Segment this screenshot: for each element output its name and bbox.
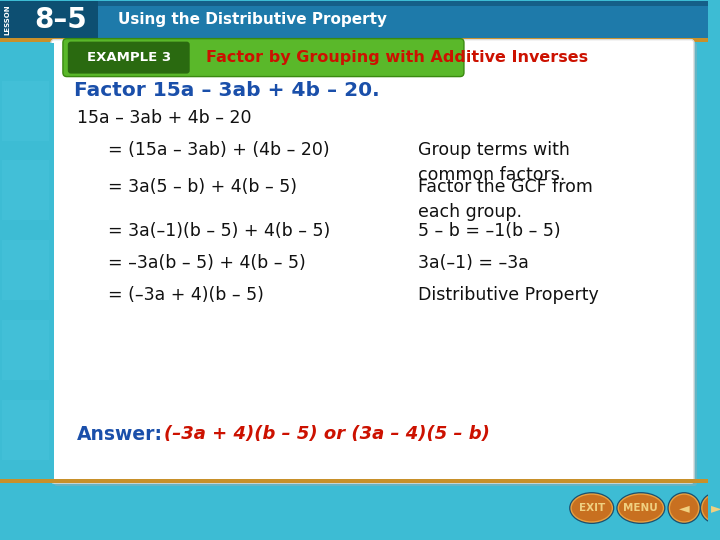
Bar (0, 1, 708, 6)
Bar (0, 479, 708, 483)
Text: EXIT: EXIT (579, 503, 605, 513)
Ellipse shape (670, 494, 699, 522)
Text: ◄: ◄ (679, 501, 690, 515)
Ellipse shape (569, 492, 614, 524)
Text: Using the Distributive Property: Using the Distributive Property (118, 12, 387, 27)
FancyBboxPatch shape (68, 42, 189, 73)
Text: 3a(–1) = –3a: 3a(–1) = –3a (418, 254, 528, 272)
Text: LESSON: LESSON (5, 4, 11, 35)
Text: = –3a(b – 5) + 4(b – 5): = –3a(b – 5) + 4(b – 5) (108, 254, 306, 272)
Text: = 3a(–1)(b – 5) + 4(b – 5): = 3a(–1)(b – 5) + 4(b – 5) (108, 222, 330, 240)
FancyBboxPatch shape (0, 43, 54, 480)
Text: Answer:: Answer: (76, 425, 163, 444)
Ellipse shape (571, 494, 613, 522)
Bar (2, 80, 49, 140)
Bar (2, 320, 49, 380)
Text: = (15a – 3ab) + (4b – 20): = (15a – 3ab) + (4b – 20) (108, 140, 330, 159)
Bar (0, 1, 708, 38)
Bar (2, 400, 49, 460)
Ellipse shape (618, 494, 664, 522)
Bar (2, 160, 49, 220)
FancyBboxPatch shape (51, 39, 694, 483)
Bar (0, 1, 99, 38)
FancyBboxPatch shape (63, 39, 464, 77)
Ellipse shape (616, 492, 665, 524)
Text: Factor by Grouping with Additive Inverses: Factor by Grouping with Additive Inverse… (207, 50, 588, 65)
Text: MENU: MENU (624, 503, 658, 513)
Text: ►: ► (711, 501, 720, 515)
Text: (–3a + 4)(b – 5) or (3a – 4)(5 – b): (–3a + 4)(b – 5) or (3a – 4)(5 – b) (164, 425, 490, 443)
Text: Distributive Property: Distributive Property (418, 286, 598, 305)
Text: = (–3a + 4)(b – 5): = (–3a + 4)(b – 5) (108, 286, 264, 305)
Text: 15a – 3ab + 4b – 20: 15a – 3ab + 4b – 20 (76, 109, 251, 126)
Text: Factor 15a – 3ab + 4b – 20.: Factor 15a – 3ab + 4b – 20. (73, 80, 379, 99)
Text: Group terms with
common factors.: Group terms with common factors. (418, 140, 570, 184)
Bar (2, 240, 49, 300)
Text: 5 – b = –1(b – 5): 5 – b = –1(b – 5) (418, 222, 560, 240)
Ellipse shape (700, 492, 720, 524)
Text: 8–5: 8–5 (35, 5, 87, 33)
Text: EXAMPLE 3: EXAMPLE 3 (86, 51, 171, 64)
Ellipse shape (667, 492, 701, 524)
FancyBboxPatch shape (54, 43, 697, 486)
Ellipse shape (702, 494, 720, 522)
Text: Factor the GCF from
each group.: Factor the GCF from each group. (418, 178, 593, 221)
Text: = 3a(5 – b) + 4(b – 5): = 3a(5 – b) + 4(b – 5) (108, 178, 297, 197)
Bar (0, 38, 708, 42)
